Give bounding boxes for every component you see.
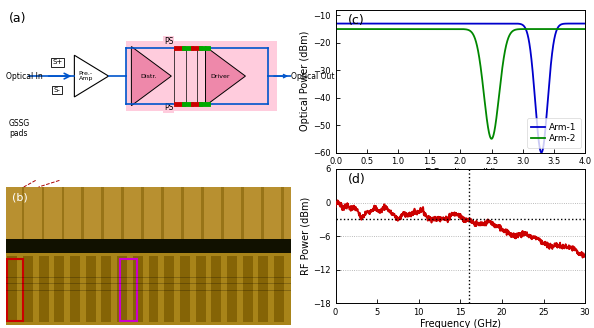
Polygon shape xyxy=(206,47,245,106)
Text: Optical Out: Optical Out xyxy=(291,72,334,81)
Bar xyxy=(6,187,291,239)
Text: Pre.-
Amp: Pre.- Amp xyxy=(78,71,93,81)
Bar xyxy=(227,256,237,322)
Text: (a): (a) xyxy=(9,12,26,25)
Bar xyxy=(241,187,244,239)
Arm-1 xyxy=(332,22,339,26)
Text: (d): (d) xyxy=(348,173,366,186)
Polygon shape xyxy=(131,47,171,106)
Text: (c): (c) xyxy=(348,14,365,27)
Text: S+: S+ xyxy=(52,59,62,65)
Arm-2 xyxy=(332,27,339,31)
Y-axis label: RF Power (dBm): RF Power (dBm) xyxy=(301,197,310,275)
Bar xyxy=(23,256,33,322)
Bar xyxy=(141,187,144,239)
Bar xyxy=(81,187,84,239)
Bar xyxy=(102,256,112,322)
Arm-2 xyxy=(561,27,568,31)
Bar xyxy=(70,256,80,322)
Bar xyxy=(42,187,45,239)
Text: GSSG
pads: GSSG pads xyxy=(9,118,30,138)
Arm-2 xyxy=(488,137,495,141)
Arm-1 xyxy=(451,22,458,26)
Bar xyxy=(133,256,143,322)
Bar xyxy=(164,256,174,322)
Text: PS: PS xyxy=(164,103,173,112)
Legend: Arm-1, Arm-2: Arm-1, Arm-2 xyxy=(527,118,580,148)
Bar xyxy=(62,187,64,239)
Arm-2 xyxy=(451,27,458,31)
Bar xyxy=(211,256,221,322)
Arm-1 xyxy=(439,22,446,26)
Text: Distr.: Distr. xyxy=(140,73,157,79)
Text: Optical In: Optical In xyxy=(6,72,43,81)
Bar xyxy=(274,256,284,322)
Bar xyxy=(180,256,190,322)
Arm-2 xyxy=(582,27,589,31)
Bar xyxy=(258,256,268,322)
Bar xyxy=(7,258,23,320)
Bar xyxy=(7,256,17,322)
Bar xyxy=(39,256,49,322)
Bar xyxy=(126,41,277,111)
Y-axis label: Optical Power (dBm): Optical Power (dBm) xyxy=(301,31,310,132)
Arm-1 xyxy=(513,22,520,26)
Bar xyxy=(261,187,264,239)
Arm-2 xyxy=(439,27,446,31)
Bar xyxy=(221,187,224,239)
Arm-2 xyxy=(574,27,581,31)
Bar xyxy=(281,187,284,239)
Bar xyxy=(301,187,304,239)
Arm-1 xyxy=(561,22,568,26)
Bar xyxy=(148,256,159,322)
Bar xyxy=(86,256,96,322)
Bar xyxy=(120,258,137,320)
X-axis label: Frequency (GHz): Frequency (GHz) xyxy=(420,318,501,328)
Polygon shape xyxy=(74,55,109,97)
Arm-2 xyxy=(513,28,520,31)
Bar xyxy=(6,239,291,253)
Arm-1 xyxy=(538,151,545,154)
Bar xyxy=(162,187,164,239)
Bar xyxy=(242,256,252,322)
Text: S-: S- xyxy=(54,87,61,93)
Arm-1 xyxy=(437,22,444,26)
Bar xyxy=(102,187,105,239)
Bar xyxy=(121,187,124,239)
Text: (b): (b) xyxy=(12,193,27,202)
Text: PS: PS xyxy=(164,37,173,46)
Bar xyxy=(6,253,291,325)
Line: Arm-1: Arm-1 xyxy=(336,24,585,153)
Line: Arm-2: Arm-2 xyxy=(336,29,585,139)
Arm-1 xyxy=(574,22,581,26)
Bar xyxy=(55,256,64,322)
Bar xyxy=(117,256,127,322)
Bar xyxy=(21,187,24,239)
Bar xyxy=(181,187,184,239)
Text: Driver: Driver xyxy=(210,73,229,79)
Bar xyxy=(201,187,204,239)
X-axis label: DC voltage (V): DC voltage (V) xyxy=(425,168,496,178)
Arm-1 xyxy=(582,22,589,26)
Bar xyxy=(195,256,206,322)
Arm-2 xyxy=(437,27,444,31)
